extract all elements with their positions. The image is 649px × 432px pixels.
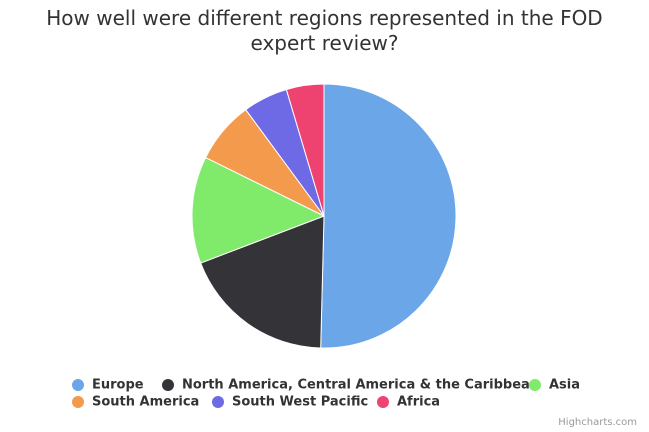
legend-label[interactable]: North America, Central America & the Car… <box>182 378 539 393</box>
pie-slice <box>285 83 325 217</box>
legend-label[interactable]: South America <box>92 395 199 410</box>
pie-slice <box>320 83 457 349</box>
pie-slice <box>200 215 325 349</box>
legend-symbol <box>162 379 174 391</box>
legend-symbol <box>72 379 84 391</box>
legend-symbol <box>212 396 224 408</box>
legend-symbol <box>72 396 84 408</box>
credits[interactable]: Highcharts.com <box>558 417 637 428</box>
chart-title: How well were different regions represen… <box>46 6 603 55</box>
pie-slice <box>191 156 326 264</box>
legend-symbol <box>377 396 389 408</box>
legend-label[interactable]: Europe <box>92 378 144 393</box>
legend-label[interactable]: Asia <box>549 378 580 393</box>
legend-label[interactable]: South West Pacific <box>232 395 368 410</box>
legend-label[interactable]: Africa <box>397 395 440 410</box>
legend-symbol <box>529 379 541 391</box>
